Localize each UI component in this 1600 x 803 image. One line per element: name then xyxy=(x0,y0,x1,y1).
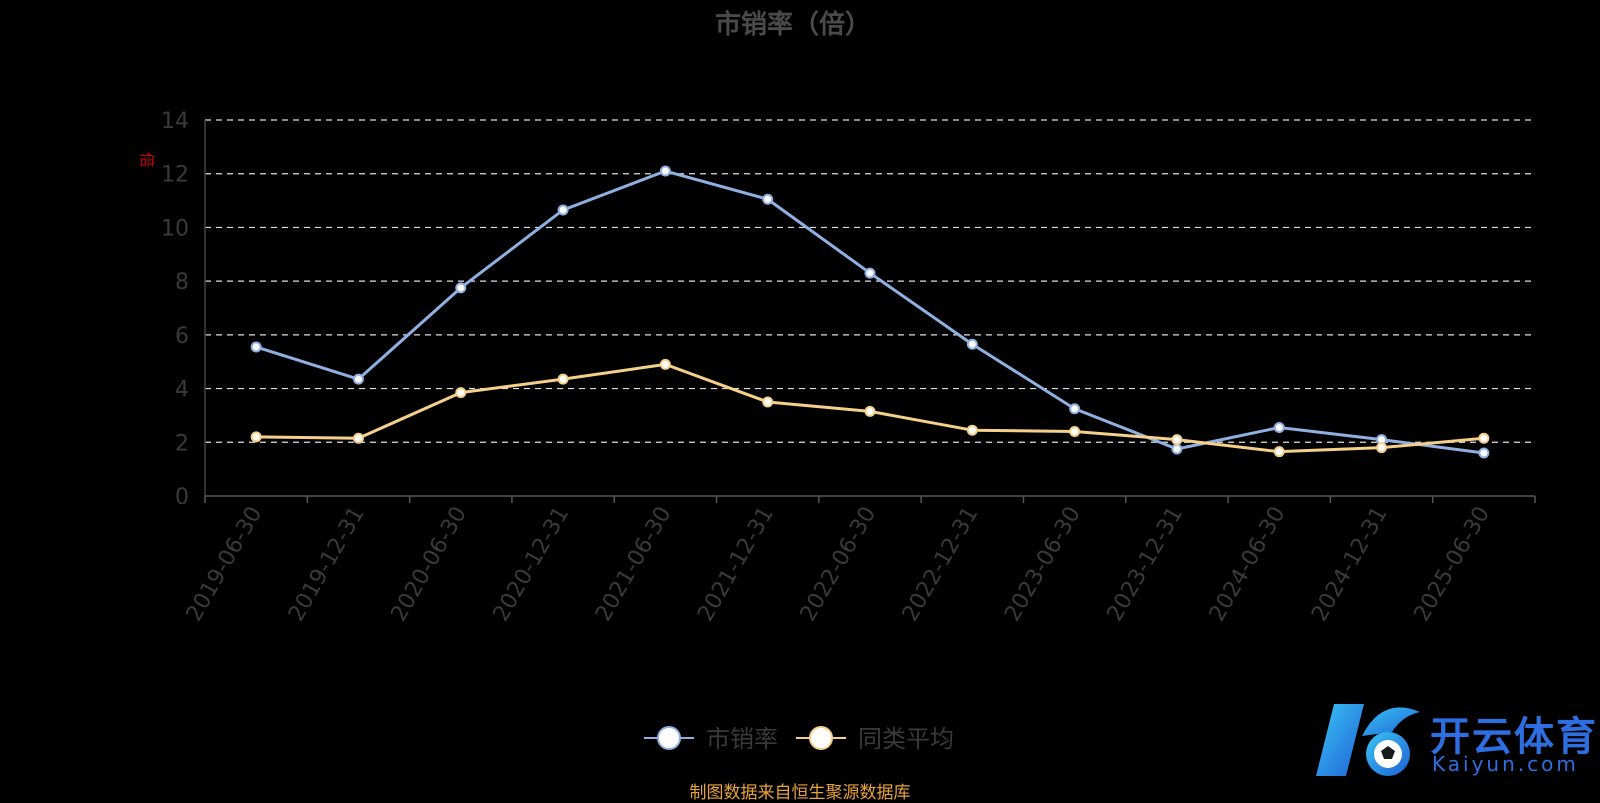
chart-title: 市销率（倍） xyxy=(715,9,871,40)
data-point xyxy=(352,432,364,444)
logo-wordmark: 开云体育 xyxy=(1430,714,1598,760)
data-point xyxy=(1069,403,1081,415)
source-note: 制图数据来自恒生聚源数据库 xyxy=(689,783,911,803)
grid-lines xyxy=(205,119,1535,443)
y-tick-label: 14 xyxy=(161,109,189,134)
y-tick-label: 0 xyxy=(175,485,189,510)
logo xyxy=(1312,696,1592,786)
y-axis-label: 倍 xyxy=(138,152,156,167)
data-point xyxy=(352,373,364,385)
x-tick-label: 2025-06-30 xyxy=(1409,503,1495,626)
data-point xyxy=(1171,434,1183,446)
data-point xyxy=(1069,426,1081,438)
legend-swatch-marker[interactable] xyxy=(657,726,681,750)
x-tick-label: 2021-06-30 xyxy=(591,503,677,626)
data-point xyxy=(1478,432,1490,444)
y-tick-label: 8 xyxy=(175,270,189,295)
data-point xyxy=(250,341,262,353)
data-point xyxy=(864,405,876,417)
data-point xyxy=(557,373,569,385)
legend[interactable]: 市销率 同类平均 xyxy=(644,725,954,753)
data-point xyxy=(966,424,978,436)
series-group xyxy=(250,165,1490,459)
x-tick-label: 2021-12-31 xyxy=(693,503,779,626)
data-point xyxy=(1478,447,1490,459)
data-point xyxy=(455,387,467,399)
legend-swatch-marker[interactable] xyxy=(809,726,833,750)
y-tick-label: 6 xyxy=(175,324,189,349)
legend-label[interactable]: 市销率 xyxy=(706,725,778,753)
x-tick-label: 2019-12-31 xyxy=(284,503,370,626)
data-point xyxy=(864,267,876,279)
x-tick-label: 2022-06-30 xyxy=(796,503,882,626)
y-tick-label: 4 xyxy=(175,378,189,403)
x-tick-labels: 2019-06-30 2019-12-31 2020-06-30 2020-12-31… xyxy=(182,502,1495,625)
x-tick-label: 2020-06-30 xyxy=(386,503,472,626)
y-tick-label: 12 xyxy=(161,163,189,188)
data-point xyxy=(557,204,569,216)
data-point xyxy=(1171,443,1183,455)
y-tick-label: 10 xyxy=(161,216,189,241)
x-tick-label: 2022-12-31 xyxy=(898,502,984,625)
data-point xyxy=(455,282,467,294)
x-tick-label: 2023-06-30 xyxy=(1000,503,1086,626)
legend-label[interactable]: 同类平均 xyxy=(858,725,954,753)
x-tick-label: 2023-12-31 xyxy=(1103,503,1189,626)
x-tick-label: 2024-12-31 xyxy=(1307,503,1393,626)
y-tick-labels: 0 2 4 6 8 10 12 14 xyxy=(161,109,189,510)
data-point xyxy=(966,338,978,350)
logo-mark-icon xyxy=(1316,704,1420,776)
data-point xyxy=(1273,422,1285,434)
axes xyxy=(204,120,1536,503)
data-point xyxy=(762,193,774,205)
x-tick-label: 2024-06-30 xyxy=(1205,503,1291,626)
x-tick-label: 2020-12-31 xyxy=(489,503,575,626)
data-point xyxy=(1376,442,1388,454)
data-point xyxy=(659,165,671,177)
data-point xyxy=(659,358,671,370)
data-point xyxy=(762,396,774,408)
y-tick-label: 2 xyxy=(175,431,189,456)
data-point xyxy=(1273,446,1285,458)
logo-domain: Kaiyun.com xyxy=(1432,752,1579,776)
x-tick-label: 2019-06-30 xyxy=(182,503,268,626)
data-point xyxy=(250,431,262,443)
